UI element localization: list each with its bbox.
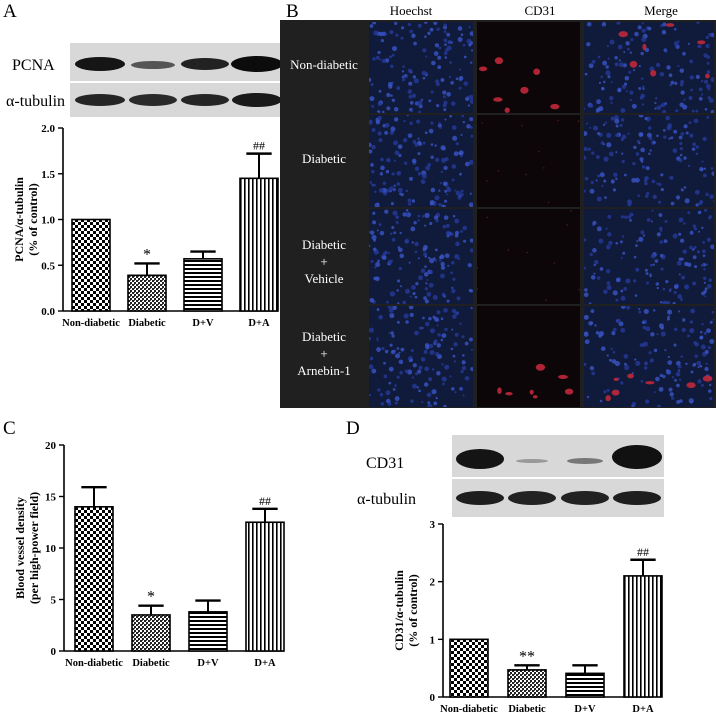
chart-d-annotation-1: ** — [519, 648, 535, 665]
chart-c-y-tick-label: 10 — [45, 543, 57, 555]
chart-c-annotation-1: * — [147, 589, 155, 606]
row-label-arnebin-line-1: Diabetic — [301, 329, 347, 344]
chart-c: 0 5 10 15 20 Blood vessel density(per high-po… — [13, 440, 285, 669]
chart-a-y-tick-label: 1.5 — [41, 169, 55, 181]
chart-c-annotation-3: ## — [259, 494, 271, 508]
chart-a-category-label-1: Diabetic — [128, 318, 166, 329]
blot-d-cd31-image — [452, 435, 664, 477]
micrograph-hoechst-row-2 — [367, 113, 474, 210]
micrograph-cd31-row-4 — [477, 306, 580, 407]
micrograph-merge-row-3 — [583, 208, 716, 306]
chart-d-category-label-3: D+A — [632, 704, 654, 715]
row-label-diabetic-line-1: Diabetic — [301, 151, 347, 166]
chart-a-bar-3 — [239, 177, 279, 312]
micrograph-cd31-row-3 — [476, 209, 581, 304]
panel-letter-a: A — [3, 1, 17, 22]
chart-a-annotation-1: * — [143, 246, 151, 263]
micrograph-merge-row-2 — [581, 112, 716, 207]
column-header-hoechst: Hoechst — [389, 3, 433, 18]
blot-a-tubulin-image — [70, 83, 283, 117]
chart-d-bar-0 — [449, 638, 489, 698]
panel-letter-d: D — [346, 418, 360, 439]
chart-c-category-label-3: D+A — [254, 658, 276, 669]
chart-c-y-tick-label: 15 — [45, 492, 57, 504]
chart-d-y-tick-label: 1 — [430, 634, 436, 646]
row-label-vehicle: Diabetic + Vehicle — [280, 236, 368, 287]
chart-a-y-tick-label: 0.5 — [41, 260, 55, 272]
chart-a-category-label-2: D+V — [192, 318, 214, 329]
chart-c-y-tick-label: 20 — [45, 440, 57, 452]
chart-a-y-axis-label: PCNA/α-tubulin(% of control) — [12, 177, 40, 262]
blot-d-row-2-label: α-tubulin — [357, 491, 417, 508]
chart-a: 0.0 0.5 1.0 1.5 2.0 PCNA/α-tubulin(% of contr… — [12, 123, 279, 329]
chart-d-bar-3 — [623, 575, 663, 698]
chart-a-bar-2 — [183, 258, 223, 312]
chart-c-bar-0 — [74, 506, 114, 652]
micrograph-cd31-row-1 — [477, 22, 580, 113]
column-header-merge: Merge — [644, 3, 678, 18]
micrograph-hoechst-row-4 — [367, 304, 475, 409]
blot-a-row-1-label: PCNA — [12, 57, 55, 74]
blot-a-row-2-label: α-tubulin — [6, 93, 66, 110]
chart-c-category-label-0: Non-diabetic — [65, 658, 123, 669]
row-label-non-diabetic-line-1: Non-diabetic — [290, 57, 358, 72]
chart-a-bar-0 — [71, 218, 111, 312]
chart-d-y-tick-label: 0 — [430, 692, 436, 704]
chart-c-bar-2 — [188, 611, 228, 652]
row-label-arnebin: Diabetic + Arnebin-1 — [280, 328, 368, 379]
chart-a-y-tick-label: 1.0 — [41, 215, 55, 227]
chart-a-category-label-0: Non-diabetic — [62, 318, 120, 329]
chart-d-annotation-3: ## — [637, 545, 649, 559]
micrograph-merge-row-4 — [583, 304, 716, 410]
chart-c-bar-1 — [131, 614, 171, 652]
chart-a-annotation-3: ## — [253, 139, 265, 153]
panel-letter-c: C — [3, 418, 16, 439]
chart-d-y-tick-label: 3 — [430, 519, 436, 531]
row-label-vehicle-line-1: Diabetic — [301, 237, 347, 252]
micrograph-merge-row-1 — [582, 20, 716, 115]
row-label-vehicle-line-3: Vehicle — [304, 271, 344, 286]
chart-d-y-axis-label: CD31/α-tubulin(% of control) — [392, 570, 420, 651]
blot-a-pcna-image — [70, 43, 283, 81]
row-label-vehicle-line-2: + — [320, 254, 328, 269]
chart-d-category-label-2: D+V — [574, 704, 596, 715]
chart-d: 0 1 2 3 CD31/α-tubulin(% of control) Non-diab… — [392, 519, 663, 715]
chart-a-category-label-3: D+A — [248, 318, 270, 329]
chart-c-y-axis-label: Blood vessel density(per high-power fiel… — [13, 492, 41, 604]
blot-d-tubulin-image — [452, 479, 664, 517]
chart-a-bar-1 — [127, 274, 167, 312]
blot-d-row-1-label: CD31 — [366, 455, 405, 472]
chart-c-bar-3 — [245, 521, 285, 652]
chart-c-category-label-1: Diabetic — [132, 658, 170, 669]
row-label-diabetic: Diabetic — [280, 150, 368, 167]
chart-d-category-label-0: Non-diabetic — [440, 704, 498, 715]
microscopy-grid: Hoechst CD31 Merge Non-diabetic Diabetic… — [280, 0, 716, 410]
chart-a-y-tick-label: 0.0 — [41, 306, 55, 318]
panel-letter-b: B — [286, 1, 299, 22]
chart-d-category-label-1: Diabetic — [508, 704, 546, 715]
micrograph-hoechst-row-3 — [367, 208, 474, 305]
column-header-cd31: CD31 — [524, 3, 556, 18]
micrograph-hoechst-row-1 — [367, 20, 475, 114]
chart-a-y-tick-label: 2.0 — [41, 123, 55, 135]
chart-c-category-label-2: D+V — [197, 658, 219, 669]
micrograph-cd31-row-2 — [477, 115, 580, 207]
chart-d-bar-2 — [565, 672, 605, 698]
chart-c-y-tick-label: 5 — [51, 595, 57, 607]
chart-d-y-tick-label: 2 — [430, 577, 436, 589]
row-label-arnebin-line-3: Arnebin-1 — [297, 363, 351, 378]
row-label-non-diabetic: Non-diabetic — [280, 56, 368, 73]
chart-c-y-tick-label: 0 — [51, 646, 57, 658]
row-label-arnebin-line-2: + — [320, 346, 328, 361]
chart-d-bar-1 — [507, 669, 547, 698]
